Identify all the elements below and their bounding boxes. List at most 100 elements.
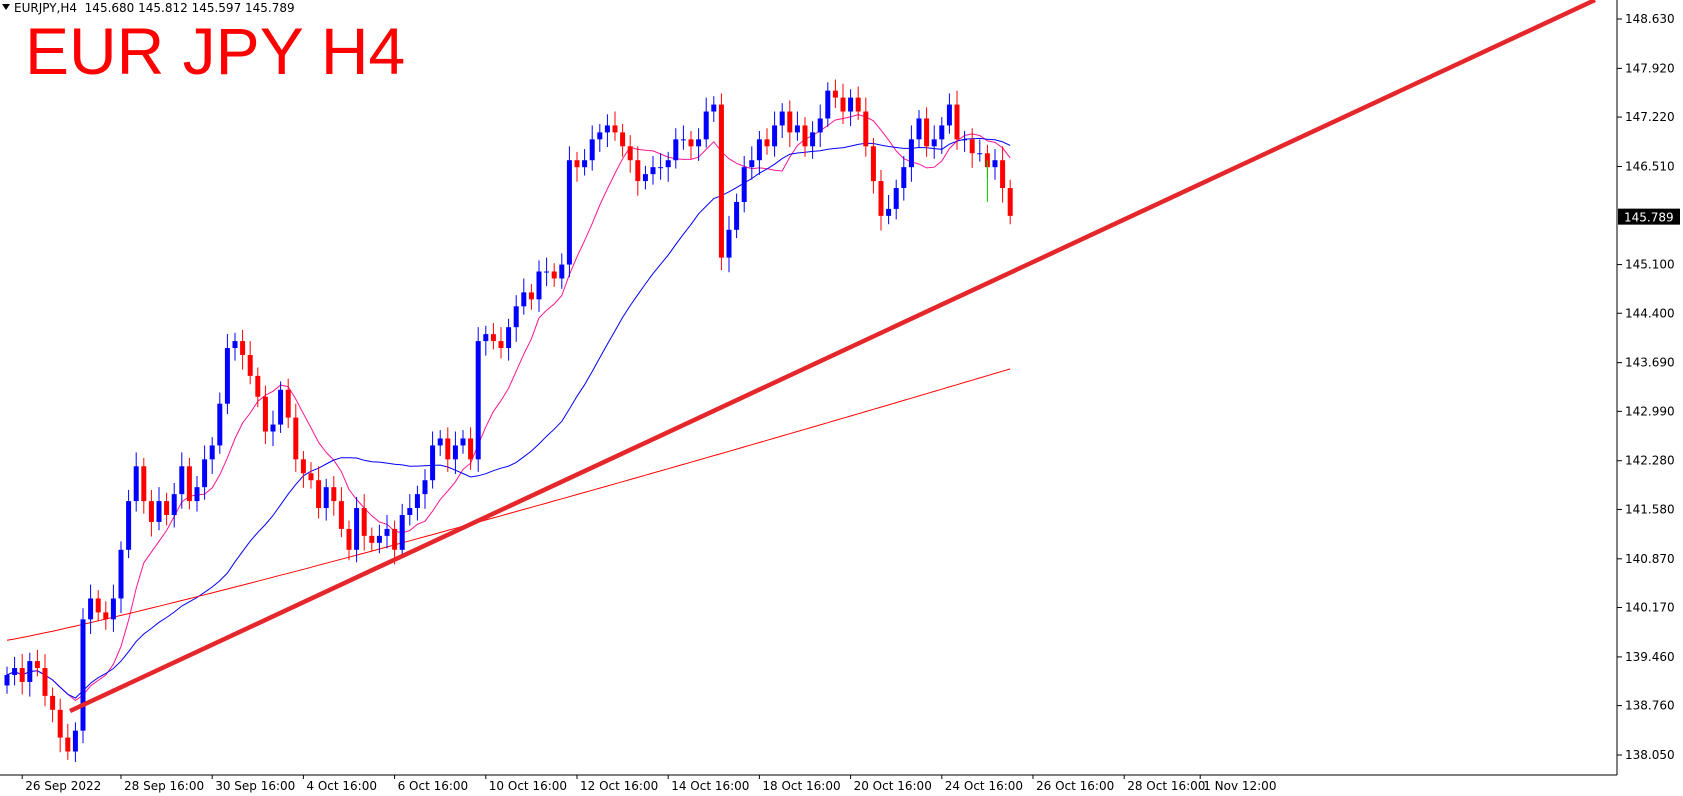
dropdown-triangle-icon[interactable] <box>2 4 10 10</box>
candle-body <box>855 97 861 112</box>
price-tick-label: 140.870 <box>1625 552 1675 566</box>
time-tick-label: 10 Oct 16:00 <box>489 779 567 793</box>
candle-body <box>171 494 177 515</box>
ma-fast-line <box>6 114 1011 702</box>
candle-body <box>878 181 884 216</box>
price-axis: 148.630 147.920 147.220 146.510 145.100 144.4… <box>1617 12 1680 762</box>
candle-body <box>893 188 899 209</box>
time-tick-label: 28 Oct 16:00 <box>1127 779 1205 793</box>
candle-body <box>931 139 937 147</box>
candle-body <box>901 167 907 189</box>
candle-body <box>437 438 443 446</box>
candle-body <box>12 668 18 675</box>
candle-body <box>566 160 572 265</box>
price-tick-label: 148.630 <box>1625 12 1675 26</box>
trendline-layer <box>69 0 1596 714</box>
candle-body <box>939 125 945 140</box>
candle-body <box>536 271 542 300</box>
candle-body <box>88 598 94 620</box>
candle-body <box>528 292 534 300</box>
candle-body <box>445 438 451 460</box>
time-tick-label: 14 Oct 16:00 <box>671 779 749 793</box>
candle-body <box>726 229 732 258</box>
symbol-header: EURJPY,H4 145.680 145.812 145.597 145.78… <box>2 1 295 15</box>
candle-body <box>354 508 360 550</box>
candle-body <box>50 695 56 710</box>
candle-body <box>240 341 246 355</box>
candle-body <box>840 97 846 112</box>
chart-title: EUR JPY H4 <box>25 14 406 88</box>
price-tick-label: 140.170 <box>1625 601 1675 615</box>
candle-body <box>407 508 413 515</box>
time-tick-label: 28 Sep 16:00 <box>124 779 204 793</box>
current-price-box <box>1618 208 1680 225</box>
price-tick-label: 146.510 <box>1625 159 1675 173</box>
candle-body <box>604 125 610 133</box>
candle-body <box>346 528 352 550</box>
time-tick-label: 4 Oct 16:00 <box>306 779 377 793</box>
candle-body <box>468 438 474 460</box>
candle-body <box>422 480 428 495</box>
candle-body <box>217 403 223 446</box>
candle-body <box>718 104 724 258</box>
candle-body <box>650 167 656 175</box>
candle-body <box>27 661 33 682</box>
candle-body <box>551 271 557 279</box>
candle-body <box>80 619 86 731</box>
current-price-label: 145.789 <box>1624 211 1674 225</box>
time-tick-label: 26 Sep 2022 <box>25 779 101 793</box>
price-tick-label: 142.280 <box>1625 454 1675 468</box>
candle-body <box>992 160 998 168</box>
candle-body <box>673 139 679 161</box>
time-tick-label: 20 Oct 16:00 <box>854 779 932 793</box>
candle-body <box>164 501 170 515</box>
candle-body <box>574 160 580 168</box>
time-tick-label: 1 Nov 12:00 <box>1203 779 1276 793</box>
candle-body <box>232 341 238 349</box>
price-tick-label: 138.050 <box>1625 748 1675 762</box>
candle-body <box>764 139 770 147</box>
candle-body <box>110 598 116 620</box>
candle-body <box>825 90 831 119</box>
candle-body <box>194 487 200 502</box>
candle-body <box>870 146 876 182</box>
candle-body <box>300 459 306 474</box>
candle-body <box>506 327 512 349</box>
candle-body <box>247 355 253 376</box>
candle-body <box>665 160 671 168</box>
candle-body <box>430 445 436 481</box>
candle-body <box>559 264 565 279</box>
candle-body <box>817 118 823 133</box>
candle-body <box>635 160 641 182</box>
time-tick-label: 18 Oct 16:00 <box>762 779 840 793</box>
candle-body <box>498 341 504 349</box>
candle-body <box>186 466 192 502</box>
candle-body <box>34 661 40 669</box>
price-tick-label: 139.460 <box>1625 650 1675 664</box>
trendline[interactable] <box>69 0 1596 714</box>
candle-body <box>331 487 337 502</box>
candle-body <box>399 515 405 550</box>
candle-body <box>483 334 489 342</box>
candle-body <box>810 132 816 147</box>
ohlc-open: 145.680 <box>84 1 135 15</box>
candle-body <box>293 417 299 460</box>
candle-body <box>954 104 960 140</box>
price-tick-label: 143.690 <box>1625 356 1675 370</box>
candle-body <box>133 466 139 502</box>
candle-body <box>848 97 854 112</box>
candle-body <box>278 389 284 425</box>
time-tick-label: 26 Oct 16:00 <box>1036 779 1114 793</box>
candle-body <box>369 535 375 543</box>
candle-body <box>977 153 983 155</box>
candle-body <box>103 612 109 620</box>
candle-body <box>969 139 975 154</box>
candle-body <box>316 480 322 509</box>
candle-body <box>696 139 702 147</box>
candle-body <box>589 139 595 161</box>
price-tick-label: 147.220 <box>1625 110 1675 124</box>
ohlc-low: 145.597 <box>191 1 242 15</box>
candle-body <box>787 111 793 133</box>
candle-body <box>323 487 329 509</box>
